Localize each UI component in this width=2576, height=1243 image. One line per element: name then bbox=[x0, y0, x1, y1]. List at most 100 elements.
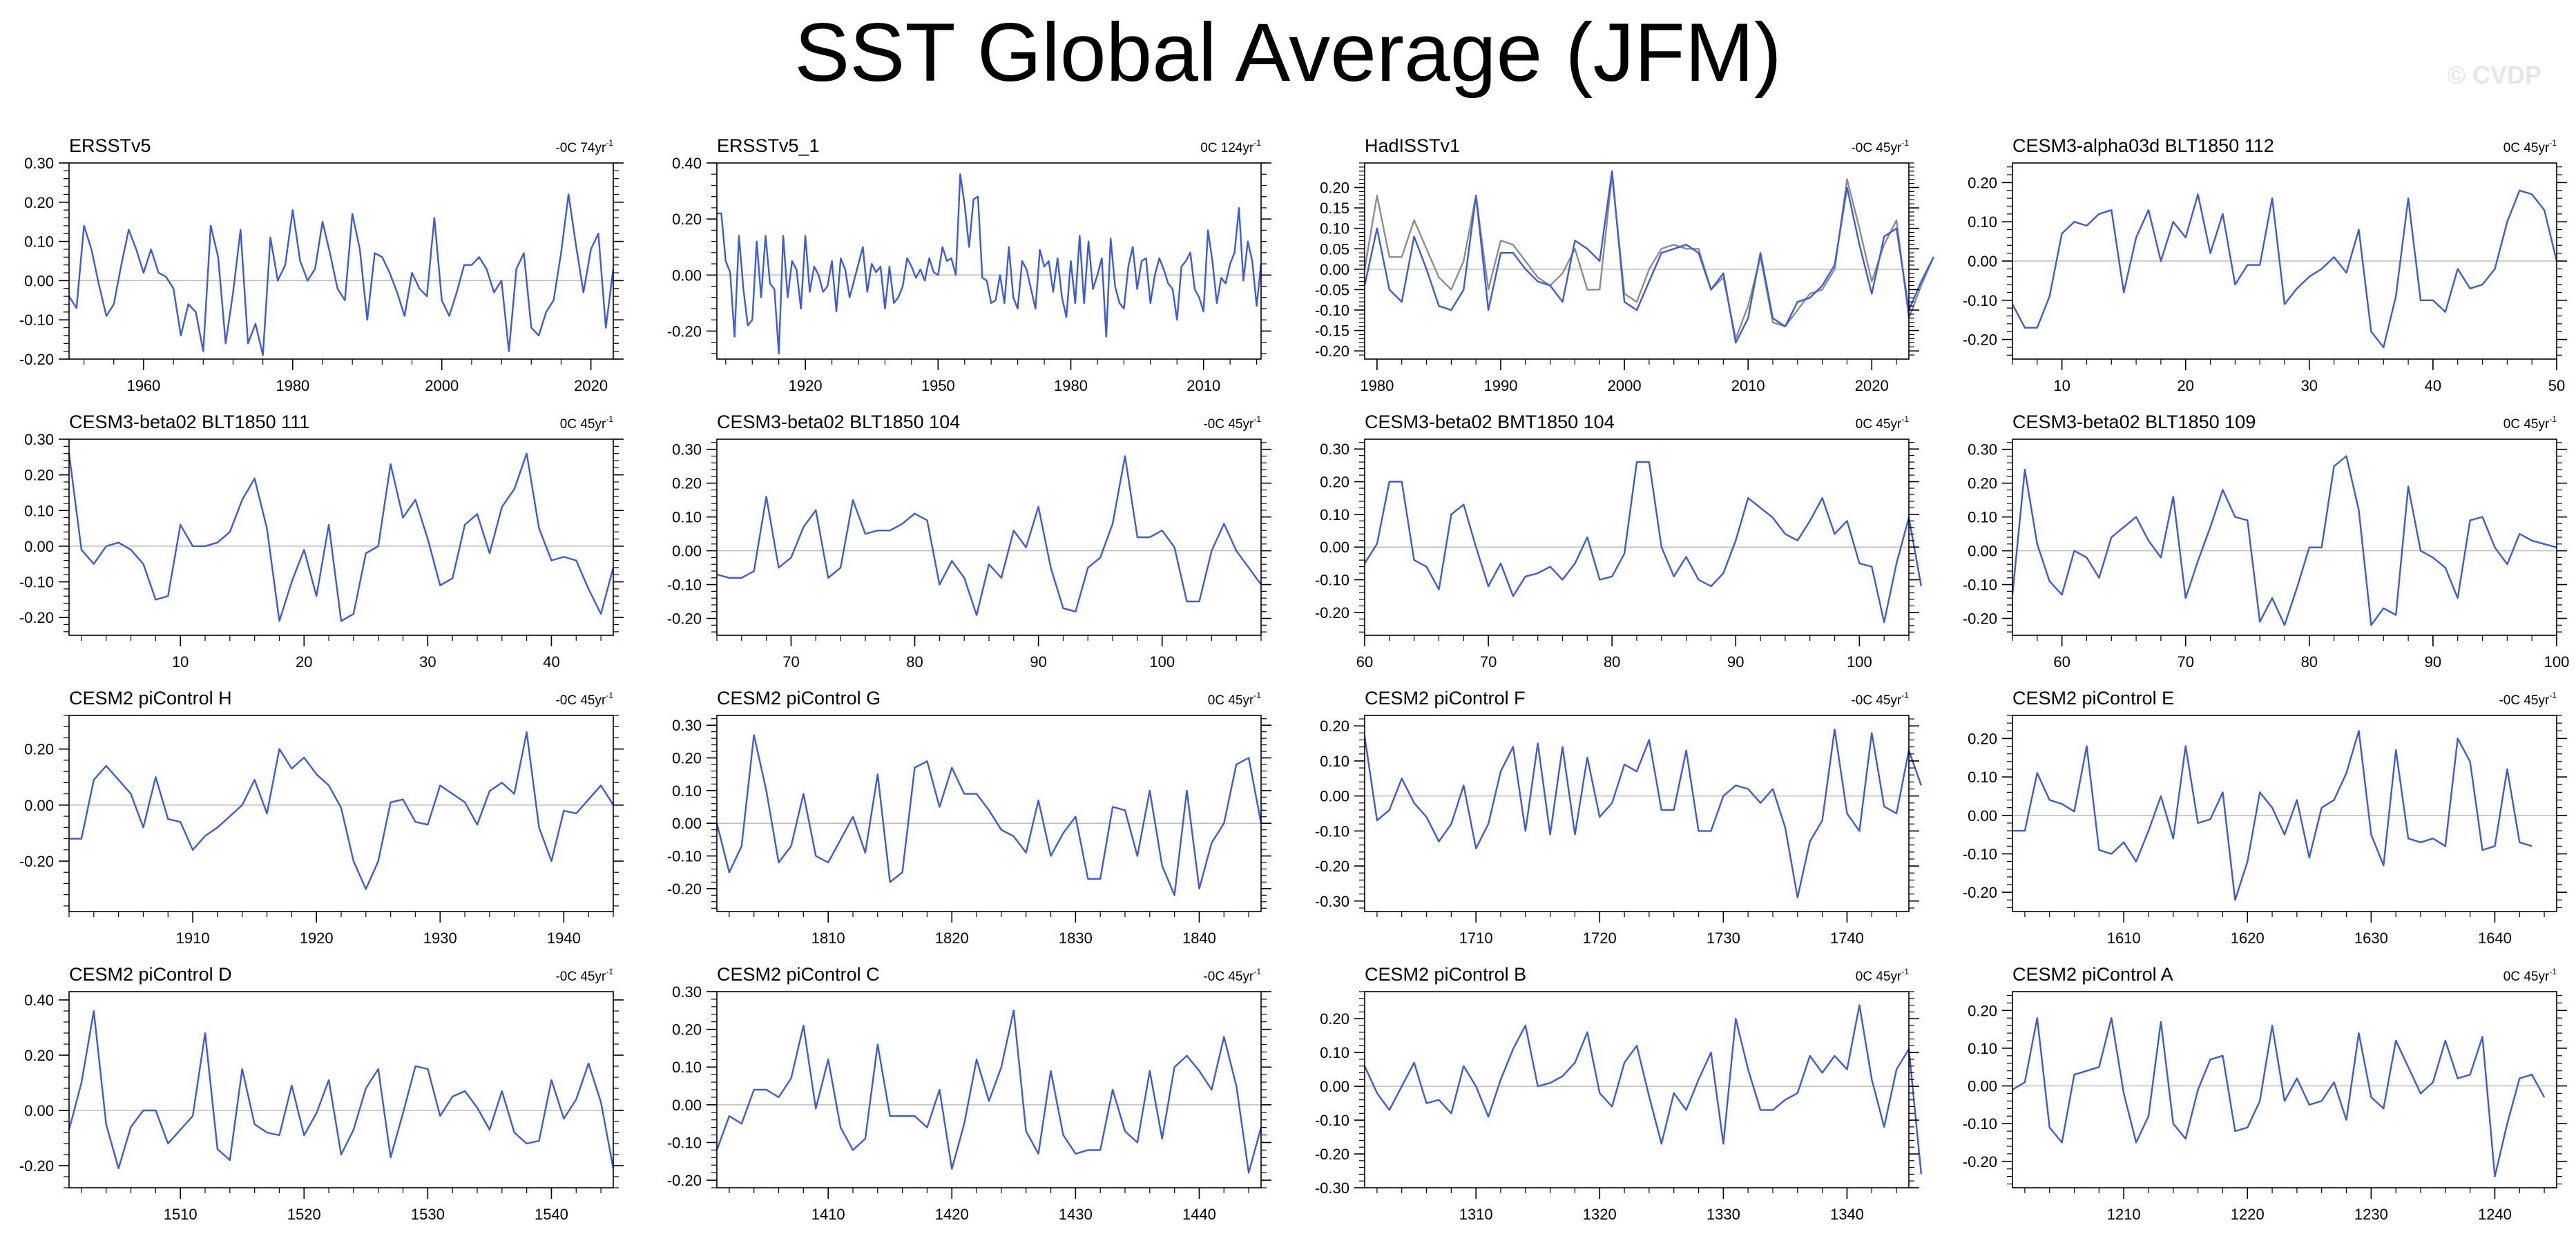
y-tick-label: 0.20 bbox=[672, 475, 702, 492]
y-tick-label: 0.20 bbox=[672, 1021, 702, 1039]
y-tick-label: -0.20 bbox=[667, 880, 702, 898]
plot-frame bbox=[2012, 991, 2557, 1188]
trend-exponent: -1 bbox=[2549, 138, 2557, 148]
trend-label: -0C 45yr-1 bbox=[555, 967, 613, 984]
y-tick-label: 0.00 bbox=[1968, 543, 1997, 560]
y-tick-label: -0.30 bbox=[1315, 1179, 1349, 1197]
series-line bbox=[1363, 170, 1934, 344]
series-line bbox=[715, 734, 1262, 896]
plot-frame bbox=[1364, 715, 1910, 912]
plot-frame bbox=[716, 715, 1262, 912]
panel-title: CESM2 piControl B bbox=[1365, 964, 1526, 985]
plot-frame bbox=[2012, 715, 2557, 912]
y-tick-label: 0.20 bbox=[1320, 1010, 1349, 1028]
x-tick-label: 1540 bbox=[535, 1206, 568, 1223]
trend-label: -0C 45yr-1 bbox=[2499, 691, 2557, 708]
chart-panel: ERSSTv5 -0C 74yr-1 -0.20 -0.10 0.00 0.10 0.20 0… bbox=[19, 135, 624, 394]
y-tick-label: 0.10 bbox=[1968, 1040, 1997, 1057]
trend-label: -0C 45yr-1 bbox=[1851, 138, 1909, 155]
x-tick-label: 30 bbox=[419, 653, 436, 671]
y-tick-label: 0.10 bbox=[24, 233, 54, 251]
y-tick-label: 0.20 bbox=[24, 1047, 54, 1064]
x-tick-label: 80 bbox=[1604, 653, 1620, 671]
trend-exponent: -1 bbox=[1253, 414, 1261, 424]
x-tick-label: 60 bbox=[1356, 653, 1373, 671]
x-tick-label: 100 bbox=[2544, 653, 2570, 671]
y-tick-label: -0.20 bbox=[667, 322, 702, 340]
plot-frame bbox=[68, 715, 614, 912]
y-tick-label: 0.40 bbox=[24, 992, 54, 1009]
chart-panel: CESM3-beta02 BLT1850 104 -0C 45yr-1 -0.20 -… bbox=[667, 412, 1271, 671]
series-line bbox=[68, 1010, 615, 1170]
y-tick-label: 0.20 bbox=[24, 467, 54, 484]
chart-panel: CESM2 piControl H -0C 45yr-1 -0.20 0.00 0.20… bbox=[19, 688, 624, 947]
y-tick-label: 0.00 bbox=[1968, 1078, 1997, 1095]
trend-label: 0C 45yr-1 bbox=[1856, 414, 1910, 432]
y-tick-label: 0.10 bbox=[1320, 1044, 1349, 1061]
series-line bbox=[1363, 729, 1923, 898]
chart-panel: CESM2 piControl B 0C 45yr-1 -0.30 -0.20 -0.1… bbox=[1315, 964, 1923, 1223]
x-tick-label: 1610 bbox=[2107, 929, 2141, 947]
x-tick-label: 1980 bbox=[1360, 377, 1394, 394]
x-tick-label: 80 bbox=[2301, 653, 2318, 671]
trend-label: -0C 45yr-1 bbox=[555, 691, 613, 708]
x-tick-label: 1230 bbox=[2354, 1206, 2388, 1223]
x-tick-label: 1630 bbox=[2354, 929, 2388, 947]
y-tick-label: 0.05 bbox=[1320, 240, 1349, 258]
y-tick-label: -0.10 bbox=[667, 1134, 702, 1151]
x-tick-label: 1940 bbox=[547, 929, 581, 947]
x-tick-label: 1920 bbox=[789, 377, 823, 394]
trend-exponent: -1 bbox=[1901, 967, 1909, 976]
x-tick-label: 2020 bbox=[1855, 377, 1889, 394]
y-tick-label: 0.10 bbox=[1968, 509, 1997, 526]
x-tick-label: 1240 bbox=[2478, 1206, 2512, 1223]
y-tick-label: 0.00 bbox=[672, 1097, 702, 1114]
panel-title: CESM2 piControl H bbox=[69, 688, 232, 709]
x-tick-label: 2020 bbox=[574, 377, 608, 394]
y-tick-label: -0.05 bbox=[1315, 281, 1349, 298]
y-tick-label: -0.20 bbox=[667, 1172, 702, 1189]
x-tick-label: 2010 bbox=[1186, 377, 1220, 394]
x-tick-label: 20 bbox=[2177, 377, 2193, 394]
x-tick-label: 1330 bbox=[1707, 1206, 1740, 1223]
plot-frame bbox=[68, 991, 614, 1188]
y-tick-label: -0.10 bbox=[667, 848, 702, 865]
y-tick-label: 0.40 bbox=[672, 155, 702, 172]
plot-frame bbox=[716, 991, 1262, 1188]
x-tick-label: 80 bbox=[906, 653, 923, 671]
panel-title: CESM3-beta02 BLT1850 104 bbox=[717, 412, 960, 432]
trend-label: -0C 45yr-1 bbox=[1203, 414, 1261, 432]
y-tick-label: -0.10 bbox=[1963, 292, 1997, 309]
y-tick-label: 0.10 bbox=[672, 1059, 702, 1076]
series-line bbox=[715, 1010, 1262, 1174]
series-line bbox=[1363, 174, 1934, 340]
x-tick-label: 1920 bbox=[300, 929, 334, 947]
x-tick-label: 1930 bbox=[423, 929, 457, 947]
panel-title: CESM2 piControl C bbox=[717, 964, 880, 985]
y-tick-label: 0.10 bbox=[672, 782, 702, 800]
x-tick-label: 1710 bbox=[1459, 929, 1493, 947]
trend-exponent: -1 bbox=[2549, 691, 2557, 700]
y-tick-label: 0.00 bbox=[24, 1102, 54, 1119]
trend-label: 0C 45yr-1 bbox=[2503, 414, 2557, 432]
y-tick-label: 0.00 bbox=[1320, 1078, 1349, 1095]
x-tick-label: 1810 bbox=[811, 929, 845, 947]
x-tick-label: 1720 bbox=[1583, 929, 1617, 947]
x-tick-label: 10 bbox=[172, 653, 189, 671]
x-tick-label: 30 bbox=[2301, 377, 2318, 394]
figure-title: SST Global Average (JFM) bbox=[794, 6, 1782, 99]
y-tick-label: 0.30 bbox=[1320, 441, 1349, 458]
trend-label: 0C 45yr-1 bbox=[2503, 138, 2557, 155]
x-tick-label: 1620 bbox=[2231, 929, 2265, 947]
y-tick-label: -0.20 bbox=[1963, 331, 1997, 349]
x-tick-label: 1960 bbox=[126, 377, 160, 394]
trend-label: -0C 45yr-1 bbox=[1203, 967, 1261, 984]
series-line bbox=[69, 731, 615, 890]
y-tick-label: 0.00 bbox=[1320, 788, 1349, 805]
y-tick-label: 0.00 bbox=[1320, 261, 1349, 278]
x-tick-label: 40 bbox=[2425, 377, 2441, 394]
x-tick-label: 1950 bbox=[921, 377, 955, 394]
x-tick-label: 1910 bbox=[176, 929, 210, 947]
y-tick-label: 0.30 bbox=[24, 431, 54, 448]
x-tick-label: 90 bbox=[1030, 653, 1046, 671]
